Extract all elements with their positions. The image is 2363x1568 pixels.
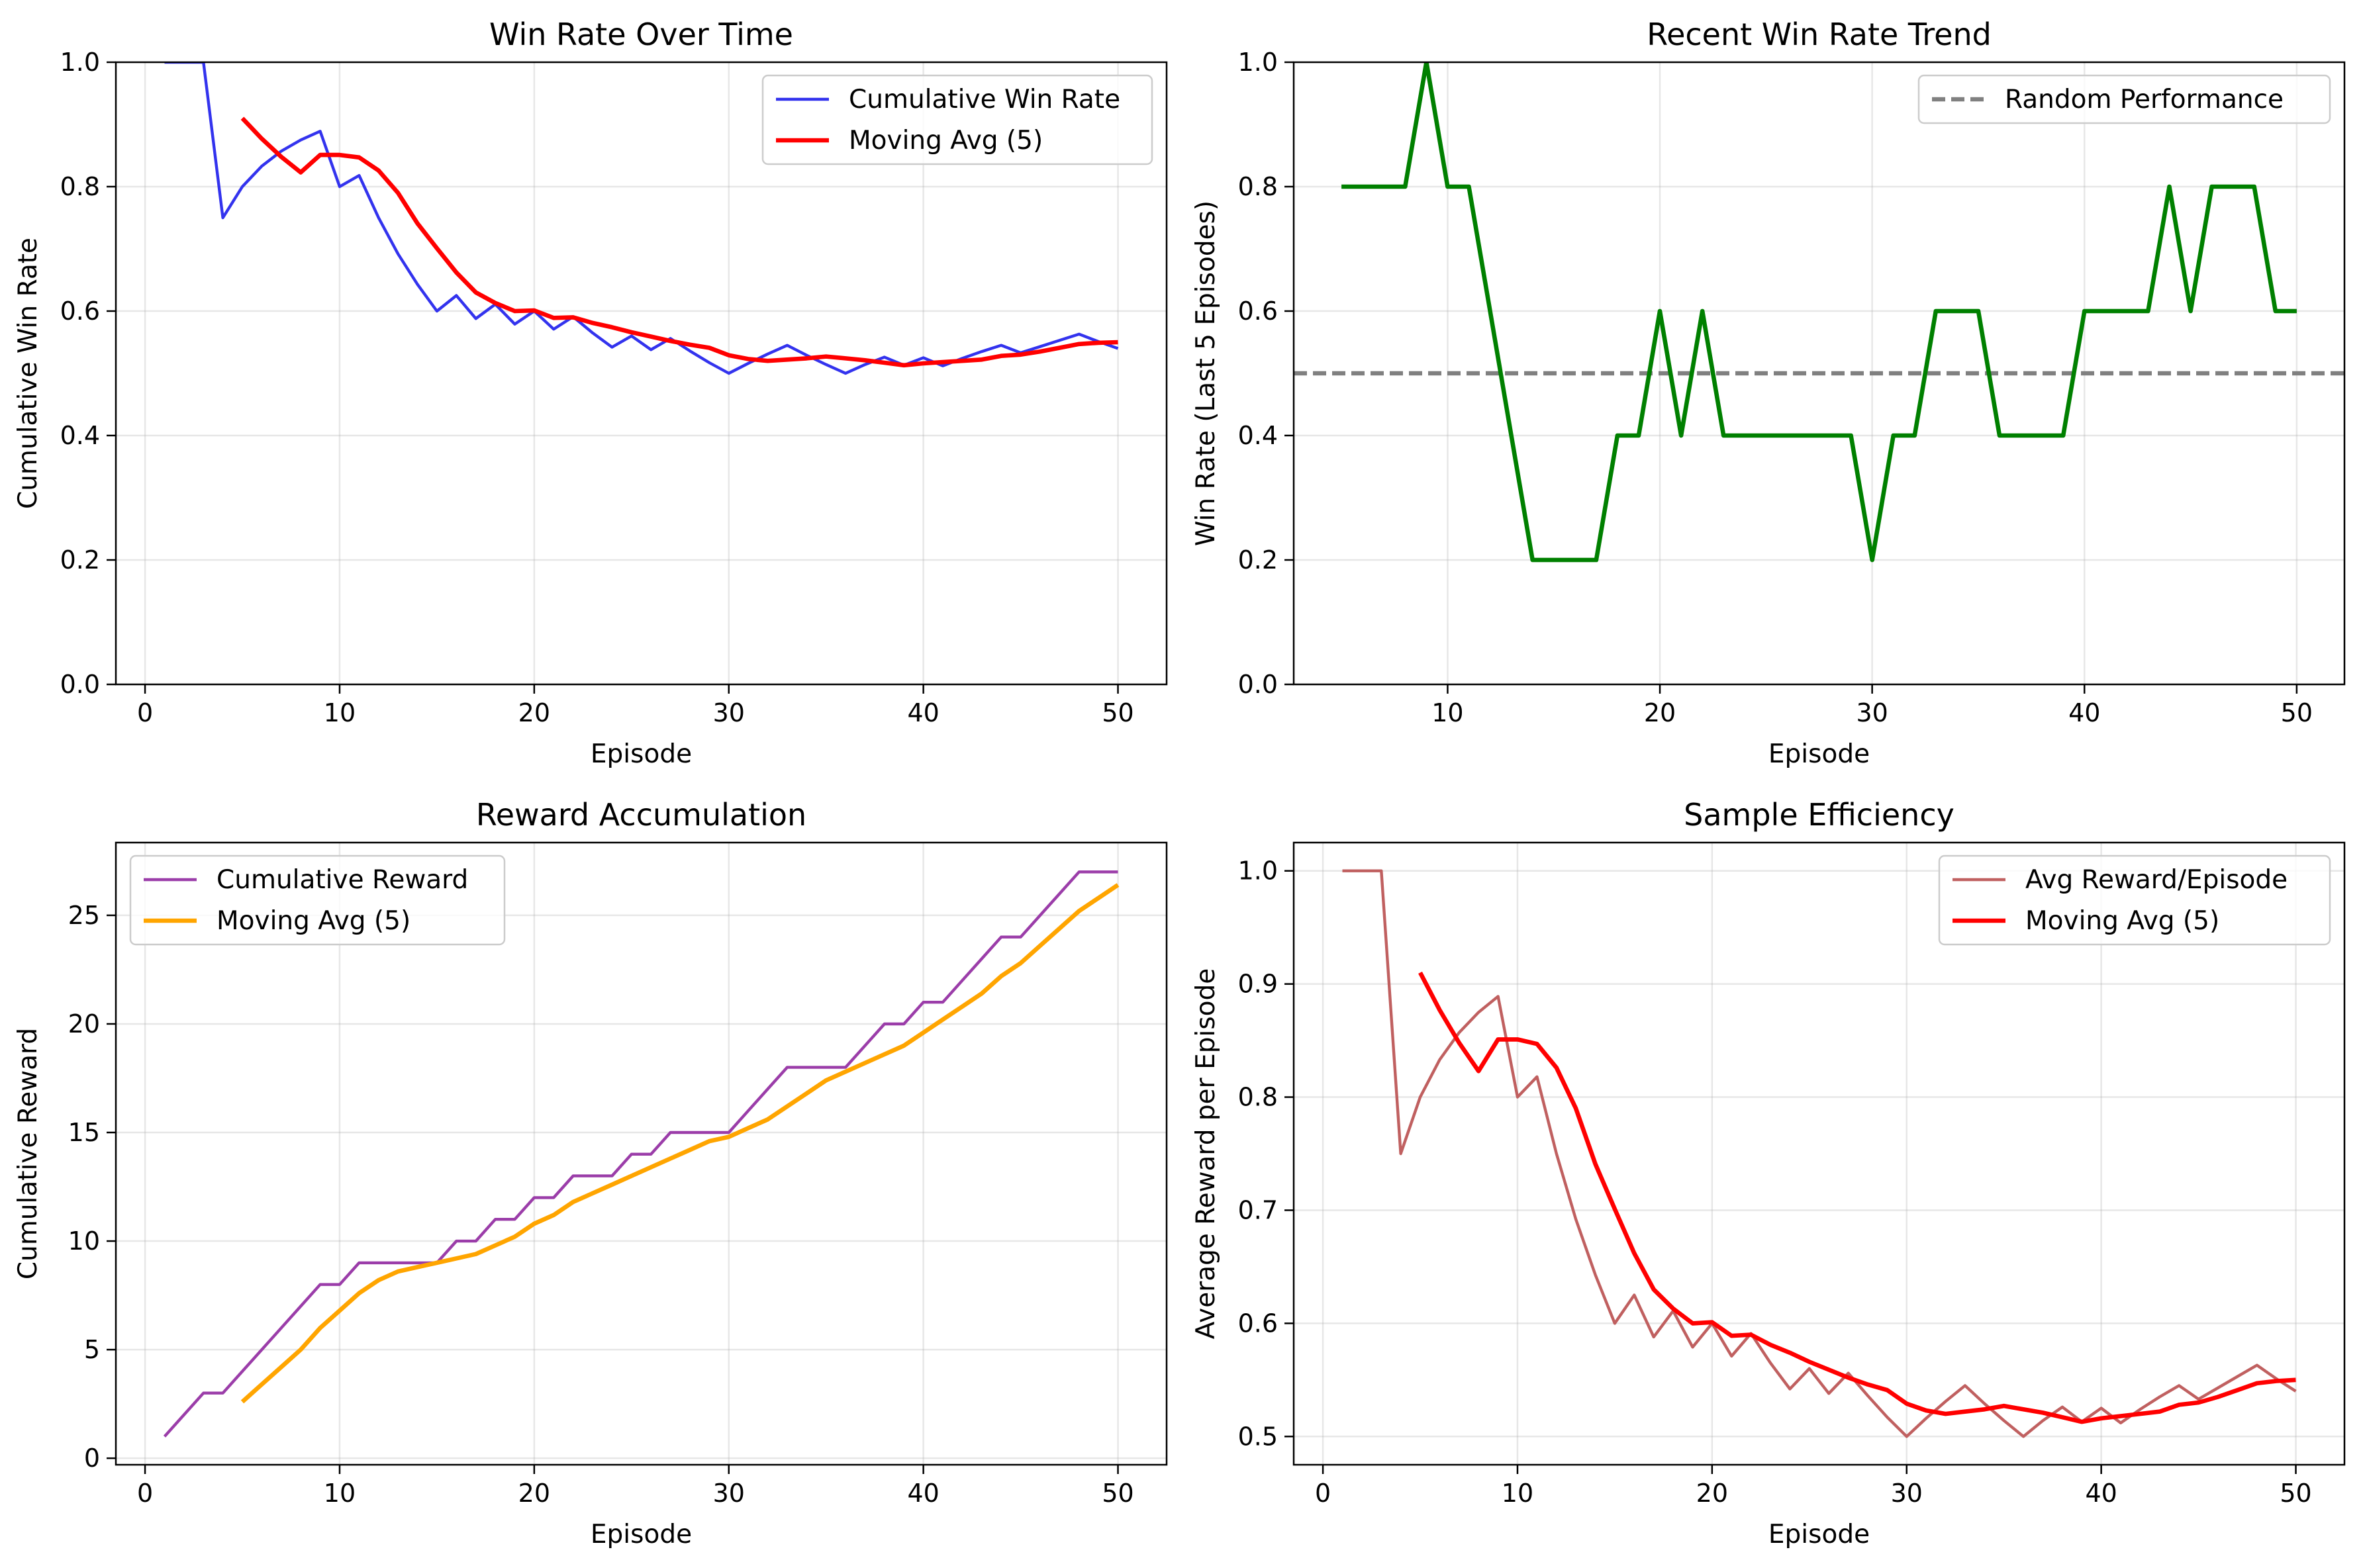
panel-title: Sample Efficiency [1684,797,1954,833]
y-tick-label: 15 [68,1118,100,1147]
y-tick-label: 0.4 [60,421,100,450]
y-tick-label: 0.2 [1238,545,1278,575]
x-tick-label: 30 [713,698,745,727]
x-tick-label: 10 [324,698,356,727]
y-tick-label: 1.0 [1238,856,1278,886]
y-tick-label: 0.6 [1238,1309,1278,1338]
y-tick-label: 0 [84,1444,100,1473]
grid-lines [1294,843,2344,1465]
x-tick-label: 40 [907,698,939,727]
legend: Avg Reward/Episode Moving Avg (5) [1938,854,2331,946]
x-tick-label: 20 [1644,698,1676,727]
legend-label: Cumulative Reward [217,865,468,895]
y-tick-label: 0.8 [1238,1083,1278,1112]
legend-box [1938,854,2331,946]
series-line-2 [240,883,1120,1404]
legend: Cumulative Reward Moving Avg (5) [129,854,506,946]
y-axis-label: Cumulative Reward [13,1028,43,1279]
x-tick-label: 50 [2281,698,2313,727]
y-tick-label: 0.0 [60,670,100,699]
legend-box [1917,74,2331,124]
x-tick-label: 40 [2068,698,2100,727]
legend: Cumulative Win Rate Moving Avg (5) [761,74,1153,165]
legend-label: Cumulative Win Rate [849,85,1120,115]
x-tick-label: 30 [1891,1479,1923,1508]
y-tick-label: 0.6 [1238,297,1278,326]
y-tick-label: 25 [68,901,100,930]
y-tick-label: 0.9 [1238,970,1278,999]
y-axis-label: Win Rate (Last 5 Episodes) [1191,201,1221,546]
x-tick-label: 10 [1502,1479,1533,1508]
legend-label: Random Performance [2005,85,2284,115]
panel-title: Recent Win Rate Trend [1647,17,1992,52]
panel-recent-win-rate-trend: Recent Win Rate Trend Episode Win Rate (… [1191,17,2346,769]
x-tick-label: 0 [137,1479,153,1508]
x-tick-label: 20 [518,698,550,727]
legend-label: Moving Avg (5) [217,906,410,936]
x-tick-label: 0 [1315,1479,1331,1508]
legend-label: Avg Reward/Episode [2025,865,2288,895]
panel-sample-efficiency: Sample Efficiency Episode Average Reward… [1191,797,2346,1549]
x-tick-label: 40 [2085,1479,2117,1508]
y-tick-label: 0.4 [1238,421,1278,450]
x-tick-label: 0 [137,698,153,727]
legend-label: Moving Avg (5) [849,126,1043,156]
y-tick-label: 0.2 [60,545,100,575]
x-tick-label: 40 [907,1479,939,1508]
series-line-1 [163,870,1118,1438]
legend-box [129,854,506,946]
panel-title: Win Rate Over Time [489,17,793,52]
x-tick-label: 50 [1102,698,1133,727]
x-axis-label: Episode [1768,1520,1870,1549]
y-tick-label: 0.7 [1238,1195,1278,1224]
y-tick-label: 20 [68,1009,100,1038]
legend-box [761,74,1153,165]
legend-label: Moving Avg (5) [2025,906,2219,936]
axes-frame [1292,841,2346,1466]
x-tick-label: 20 [1696,1479,1728,1508]
y-tick-label: 0.5 [1238,1422,1278,1451]
y-tick-label: 0.0 [1238,670,1278,699]
x-tick-label: 50 [2280,1479,2311,1508]
panel-title: Reward Accumulation [476,797,806,833]
y-axis-label: Average Reward per Episode [1191,968,1221,1340]
axes-frame [1292,61,2346,686]
legend: Random Performance [1917,74,2331,124]
x-tick-label: 30 [713,1479,745,1508]
y-tick-label: 5 [84,1335,100,1364]
y-tick-label: 0.6 [60,297,100,326]
x-axis-label: Episode [591,1520,692,1549]
y-tick-label: 1.0 [60,48,100,77]
x-axis-label: Episode [1768,739,1870,769]
y-axis-label: Cumulative Win Rate [13,238,43,509]
x-tick-label: 50 [1102,1479,1133,1508]
axes-frame [115,841,1168,1466]
series-line-2 [240,116,1118,368]
y-tick-label: 0.8 [1238,172,1278,201]
x-axis-label: Episode [591,739,692,769]
series-line-1 [1342,869,2297,1438]
x-tick-label: 20 [518,1479,550,1508]
y-tick-label: 0.8 [60,172,100,201]
panel-reward-accumulation: Reward Accumulation Episode Cumulative R… [13,797,1168,1549]
x-tick-label: 10 [324,1479,356,1508]
series-line-2 [1418,971,2296,1424]
axes-frame [115,61,1168,686]
panel-win-rate-over-time: Win Rate Over Time Episode Cumulative Wi… [13,17,1168,769]
x-tick-label: 30 [1856,698,1888,727]
y-tick-label: 10 [68,1226,100,1256]
y-tick-label: 1.0 [1238,48,1278,77]
series-line-1 [1341,62,2297,563]
x-tick-label: 10 [1431,698,1463,727]
